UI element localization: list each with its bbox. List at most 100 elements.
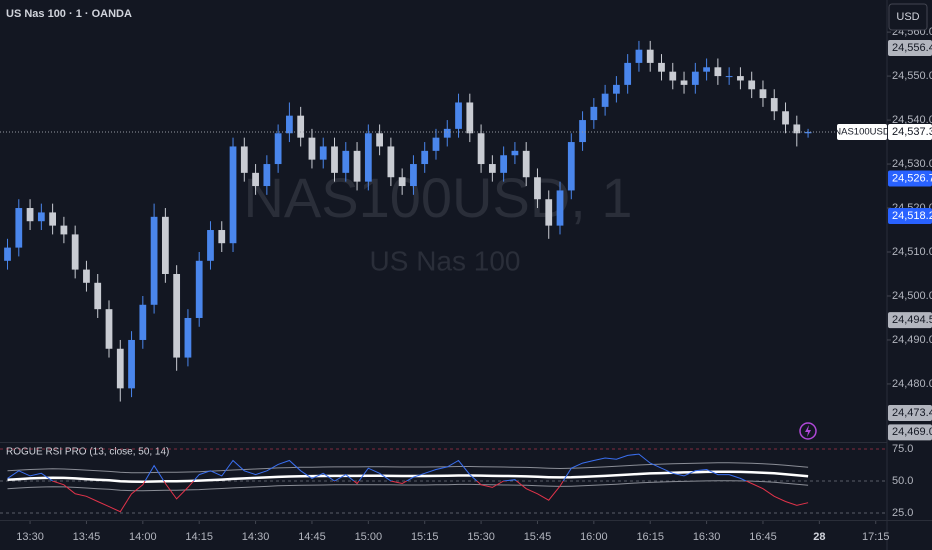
candle-body (748, 80, 756, 90)
x-tick-label: 15:30 (467, 531, 495, 543)
candle-body (49, 212, 57, 226)
rsi-line-above (7, 453, 748, 481)
candle-body (240, 146, 248, 173)
candle-body (635, 49, 643, 63)
y-tick-label: 24,490.0 (892, 334, 932, 346)
watermark-name: US Nas 100 (370, 245, 521, 276)
x-tick-label: 14:00 (129, 531, 157, 543)
symbol-tag: NAS100USD (834, 126, 890, 137)
price-label: 24,473.4 (892, 407, 932, 419)
y-tick-label: 25.0 (892, 507, 913, 519)
indicator-line (7, 462, 809, 474)
candle-body (737, 76, 744, 81)
price-label: 24,469.0 (892, 426, 932, 438)
y-tick-label: 24,510.0 (892, 246, 932, 258)
y-tick-label: 24,540.0 (892, 114, 932, 126)
candle-body (207, 230, 214, 261)
candle-body (613, 84, 620, 94)
candle-body (195, 260, 203, 318)
alert-bolt (805, 425, 811, 437)
candle-body (759, 89, 767, 99)
price-label: 24,526.7 (892, 172, 932, 184)
x-tick-label: 28 (813, 531, 825, 543)
y-tick-label: 24,530.0 (892, 158, 932, 170)
candle-body (658, 62, 665, 72)
x-tick-label: 14:45 (298, 531, 326, 543)
candle-body (263, 164, 271, 187)
symbol-title: US Nas 100 · 1 · OANDA (6, 8, 132, 20)
candle-body (488, 164, 496, 173)
candle-body (83, 269, 90, 283)
price-label-box (888, 312, 932, 329)
candle-body (161, 216, 169, 274)
candle-body (331, 146, 338, 173)
candle-body (421, 150, 429, 165)
candle-body (128, 339, 135, 389)
candle-body (601, 93, 609, 107)
price-label: 24,556.4 (892, 42, 932, 54)
candle-body (297, 115, 305, 138)
x-tick-label: 14:30 (242, 531, 270, 543)
price-label-box (888, 424, 932, 441)
price-label: 24,537.3 (892, 126, 932, 138)
y-tick-label: 50.0 (892, 475, 913, 487)
price-label: 24,518.2 (892, 210, 932, 222)
candle-body (94, 282, 102, 310)
candle-body (353, 150, 361, 182)
plot-layer: 24,480.024,490.024,500.024,510.024,520.0… (0, 26, 932, 543)
candle-body (184, 317, 192, 358)
candle-body (105, 309, 113, 349)
candle-body (624, 62, 632, 85)
candle-body (466, 102, 474, 134)
candle-body (590, 106, 598, 121)
candle-body (139, 304, 147, 340)
candle-body (680, 80, 688, 85)
indicator-line (7, 480, 809, 492)
x-tick-label: 13:30 (16, 531, 44, 543)
candle-body (342, 150, 350, 173)
candle-body (364, 133, 372, 182)
indicator-title: ROGUE RSI PRO (13, close, 50, 14) (6, 447, 169, 458)
y-tick-label: 75.0 (892, 443, 913, 455)
alert-icon[interactable] (799, 422, 817, 440)
x-tick-label: 13:45 (73, 531, 101, 543)
candle-body (37, 212, 45, 222)
y-tick-label: 24,550.0 (892, 70, 932, 82)
candle-body (274, 133, 282, 165)
candle-body (150, 216, 158, 305)
price-label-box (888, 404, 932, 421)
candle-body (308, 137, 316, 160)
candle-body (376, 133, 383, 147)
candle-body (793, 124, 801, 134)
candle-body (173, 273, 181, 358)
candle-body (26, 208, 34, 222)
price-label-box (888, 207, 932, 224)
y-tick-label: 24,500.0 (892, 290, 932, 302)
price-label: 24,494.5 (892, 314, 932, 326)
candle-body (545, 199, 553, 226)
candle-body (579, 120, 586, 143)
x-tick-label: 16:15 (636, 531, 664, 543)
candle-body (410, 164, 417, 187)
candle-body (252, 172, 259, 187)
candle-body (646, 49, 654, 63)
currency-button[interactable] (888, 3, 928, 31)
candle-body (432, 137, 440, 151)
candle-body (500, 155, 508, 173)
candle-body (669, 71, 677, 81)
candle-body (455, 102, 462, 129)
candle-body (286, 115, 293, 134)
candle-body (218, 230, 226, 244)
candle-body (782, 111, 789, 125)
candle-body (229, 146, 237, 244)
candle-body (477, 133, 485, 165)
rsi-line-below (51, 480, 809, 513)
watermark-symbol: NAS100USD, 1 (243, 166, 632, 229)
candle-body (319, 146, 327, 160)
currency-label[interactable]: USD (896, 11, 919, 23)
candle-body (725, 76, 733, 78)
candle-body (691, 71, 699, 85)
x-tick-label: 15:00 (355, 531, 383, 543)
